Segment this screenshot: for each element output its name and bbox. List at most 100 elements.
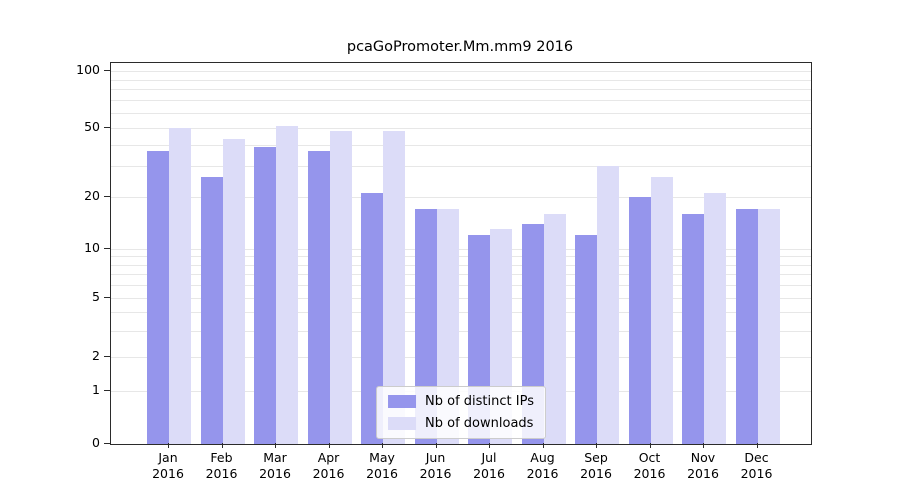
x-tick-mark-jul [489,443,491,448]
legend-label-distinct-ips: Nb of distinct IPs [425,394,534,409]
gridline-20 [111,197,811,198]
gridline-70 [111,100,811,102]
y-tick-label-10: 10 [84,240,100,255]
x-tick-mark-aug [542,443,544,448]
x-tick-month-feb: Feb [210,450,233,465]
y-tick-mark-5 [104,297,110,299]
y-tick-label-2: 2 [92,348,100,363]
x-tick-mark-nov [703,443,705,448]
gridline-100 [111,71,811,72]
y-tick-mark-100 [104,70,110,72]
bar-distinct-ips-feb [200,177,223,444]
bar-downloads-jun [436,209,459,444]
x-tick-mark-feb [221,443,223,448]
x-tick-label-dec: Dec 2016 [727,450,787,482]
x-tick-year-dec: 2016 [740,466,773,481]
x-tick-year-jun: 2016 [419,466,452,481]
bar-distinct-ips-sep [575,235,597,444]
gridline-10 [111,249,811,250]
x-tick-mark-dec [756,443,758,448]
x-tick-year-apr: 2016 [312,466,345,481]
legend-item-downloads: Nb of downloads [388,416,534,431]
y-tick-label-50: 50 [84,119,100,134]
bar-downloads-mar [276,126,298,444]
bar-downloads-oct [650,177,673,444]
bar-downloads-may [383,131,405,444]
gridline-90 [111,79,811,81]
x-tick-year-nov: 2016 [687,466,719,481]
x-tick-label-jul: Jul 2016 [459,450,519,482]
x-tick-month-dec: Dec [744,450,769,465]
x-tick-year-jul: 2016 [473,466,505,481]
plot-area: Nb of distinct IPs Nb of downloads [110,62,812,445]
bar-distinct-ips-mar [254,146,276,444]
x-tick-label-may: May 2016 [352,450,412,482]
x-tick-label-apr: Apr 2016 [299,450,359,482]
x-tick-month-mar: Mar [263,450,287,465]
gridline-60 [111,113,811,114]
x-tick-year-jan: 2016 [152,466,184,481]
x-tick-label-aug: Aug 2016 [513,450,573,482]
bar-distinct-ips-jun [414,209,437,444]
y-tick-mark-0 [104,443,110,445]
y-tick-label-100: 100 [76,62,100,77]
x-tick-label-sep: Sep 2016 [566,450,626,482]
bar-downloads-dec [757,209,780,444]
gridline-2 [111,357,811,358]
x-tick-label-jun: Jun 2016 [406,450,466,482]
bar-downloads-jan [169,128,191,444]
x-tick-year-oct: 2016 [633,466,666,481]
x-tick-month-may: May [369,450,395,465]
gridline-80 [111,89,811,91]
x-tick-label-mar: Mar 2016 [245,450,305,482]
legend-item-distinct-ips: Nb of distinct IPs [388,394,534,409]
x-tick-mark-jun [435,443,437,448]
x-tick-month-oct: Oct [638,450,661,465]
bar-distinct-ips-oct [628,197,651,444]
bar-distinct-ips-jan [147,150,169,444]
y-tick-label-20: 20 [84,188,100,203]
legend-swatch-distinct-ips [388,395,417,408]
legend-label-downloads: Nb of downloads [425,416,534,431]
gridline-30 [111,166,811,168]
y-tick-mark-1 [104,390,110,392]
x-tick-month-aug: Aug [530,450,555,465]
legend: Nb of distinct IPs Nb of downloads [376,386,546,439]
y-tick-label-1: 1 [92,382,100,397]
legend-swatch-downloads [388,417,417,430]
x-tick-month-nov: Nov [690,450,716,465]
x-tick-mark-jan [168,443,170,448]
bar-downloads-sep [597,166,619,444]
bar-distinct-ips-apr [307,150,330,444]
x-tick-year-sep: 2016 [580,466,612,481]
x-tick-month-jan: Jan [158,450,178,465]
bar-downloads-apr [329,131,352,444]
chart-title: pcaGoPromoter.Mm.mm9 2016 [346,39,574,55]
bar-downloads-aug [543,213,566,444]
gridline-7 [111,274,811,276]
x-tick-mark-sep [596,443,598,448]
y-tick-label-5: 5 [92,289,100,304]
bar-distinct-ips-dec [735,209,758,444]
x-tick-year-may: 2016 [366,466,398,481]
y-tick-mark-20 [104,196,110,198]
x-tick-month-jul: Jul [481,450,497,465]
gridline-6 [111,285,811,287]
x-tick-label-nov: Nov 2016 [673,450,733,482]
gridline-9 [111,256,811,258]
x-tick-month-apr: Apr [317,450,340,465]
bars-layer [111,63,811,444]
bar-downloads-nov [704,193,726,444]
x-tick-label-jan: Jan 2016 [138,450,198,482]
x-tick-month-sep: Sep [584,450,608,465]
bar-distinct-ips-nov [682,213,704,444]
x-tick-year-feb: 2016 [205,466,238,481]
gridline-4 [111,312,811,314]
gridline-40 [111,144,811,146]
bar-distinct-ips-may [361,193,383,444]
y-tick-mark-2 [104,356,110,358]
gridlines-layer [111,63,811,444]
y-tick-label-0: 0 [92,435,100,450]
x-tick-mark-apr [328,443,330,448]
